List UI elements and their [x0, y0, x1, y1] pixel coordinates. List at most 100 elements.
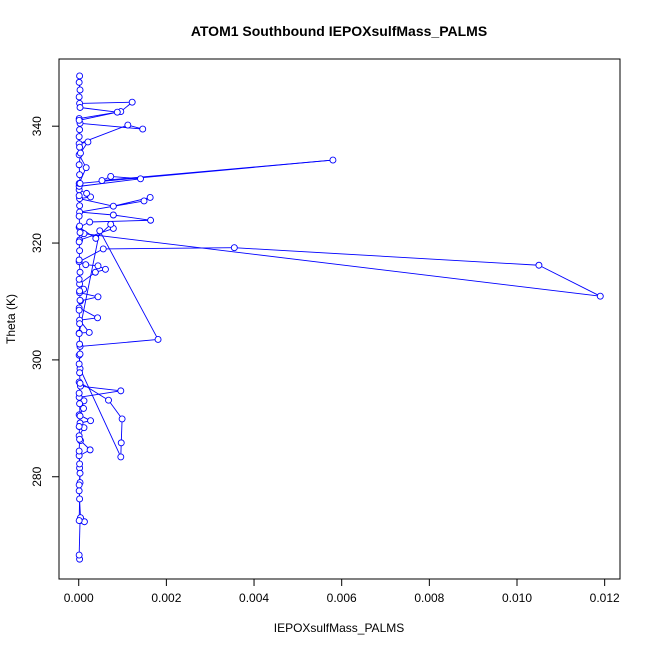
series-segment: [79, 368, 122, 458]
series-segment: [79, 107, 118, 113]
x-axis: 0.000 0.002 0.004 0.006 0.008 0.010 0.012: [64, 578, 620, 605]
series-segment: [538, 264, 601, 297]
series-segment: [79, 111, 118, 121]
data-point: [75, 481, 83, 489]
data-point: [76, 340, 84, 348]
series-segment: [79, 339, 159, 347]
plot-area: [75, 72, 604, 563]
data-point: [75, 238, 83, 246]
y-axis-label: Theta (K): [4, 294, 18, 344]
data-point: [86, 446, 94, 454]
data-point: [94, 293, 102, 301]
data-point: [76, 400, 84, 408]
data-point: [76, 287, 84, 295]
data-point: [76, 460, 84, 468]
data-point: [76, 369, 84, 377]
series-segment: [120, 418, 123, 443]
x-tick-label: 0.006: [327, 591, 357, 605]
data-point: [75, 423, 83, 430]
data-point: [76, 72, 84, 80]
data-point: [154, 335, 162, 343]
data-point: [76, 350, 84, 358]
data-point: [86, 218, 94, 226]
x-tick-label: 0.008: [414, 591, 444, 605]
series-segment: [79, 159, 333, 184]
data-point: [75, 116, 83, 124]
data-point: [84, 138, 92, 146]
data-point: [109, 211, 117, 219]
data-point: [535, 261, 543, 269]
data-point: [99, 245, 107, 253]
data-point: [76, 296, 84, 304]
data-point: [76, 179, 84, 187]
data-point: [137, 175, 144, 183]
series-segment: [78, 248, 104, 263]
data-point: [76, 229, 84, 236]
data-point: [75, 306, 83, 314]
data-point: [105, 396, 112, 404]
data-point: [76, 202, 84, 210]
series-segment: [78, 520, 81, 556]
data-point: [75, 78, 83, 86]
data-point: [76, 143, 84, 151]
data-point: [75, 133, 83, 141]
data-point: [75, 93, 83, 101]
x-tick-label: 0.002: [151, 591, 181, 605]
data-point: [75, 447, 83, 455]
data-point: [75, 360, 83, 368]
x-axis-label: IEPOXsulfMass_PALMS: [274, 621, 405, 635]
y-tick-label: 340: [30, 116, 44, 136]
data-point: [75, 161, 83, 169]
series-segment: [89, 219, 151, 223]
data-point: [75, 330, 83, 338]
series-segment: [79, 228, 114, 241]
data-point: [91, 268, 99, 276]
plot-frame: [58, 58, 621, 580]
series-segment: [79, 198, 114, 207]
data-point: [76, 247, 84, 255]
data-point: [117, 439, 125, 447]
data-point: [98, 177, 106, 184]
data-point: [94, 262, 102, 270]
data-point: [75, 192, 83, 200]
data-point: [82, 164, 90, 172]
series-segment: [113, 214, 151, 221]
data-point: [124, 121, 132, 129]
x-tick-label: 0.000: [64, 591, 94, 605]
data-point: [75, 389, 83, 397]
data-point: [117, 387, 125, 395]
series-segment: [234, 247, 539, 266]
y-axis: 280 300 320 340: [30, 116, 60, 487]
data-point: [83, 189, 91, 197]
data-point: [147, 216, 155, 224]
x-tick-label: 0.012: [590, 591, 620, 605]
data-point: [75, 212, 83, 220]
data-point: [230, 244, 238, 252]
data-point: [76, 495, 84, 503]
series-segment: [78, 381, 109, 401]
series-segment: [108, 399, 123, 420]
data-point: [140, 197, 148, 205]
series-segment: [79, 390, 121, 398]
data-point: [75, 517, 83, 525]
y-tick-label: 280: [30, 466, 44, 486]
x-tick-label: 0.010: [502, 591, 532, 605]
data-point: [128, 98, 136, 106]
data-point: [87, 417, 95, 425]
data-point: [102, 265, 109, 273]
data-point: [118, 415, 126, 423]
data-point: [113, 108, 121, 116]
data-point: [76, 126, 84, 134]
x-tick-label: 0.004: [239, 591, 269, 605]
data-point: [94, 314, 102, 322]
series-segment: [79, 101, 133, 104]
data-point: [75, 275, 83, 283]
data-point: [329, 156, 337, 164]
data-point: [109, 202, 117, 210]
data-point: [75, 256, 83, 264]
series-segment: [79, 211, 114, 216]
data-point: [96, 227, 104, 235]
series-segment: [78, 230, 101, 334]
data-point: [85, 328, 93, 336]
